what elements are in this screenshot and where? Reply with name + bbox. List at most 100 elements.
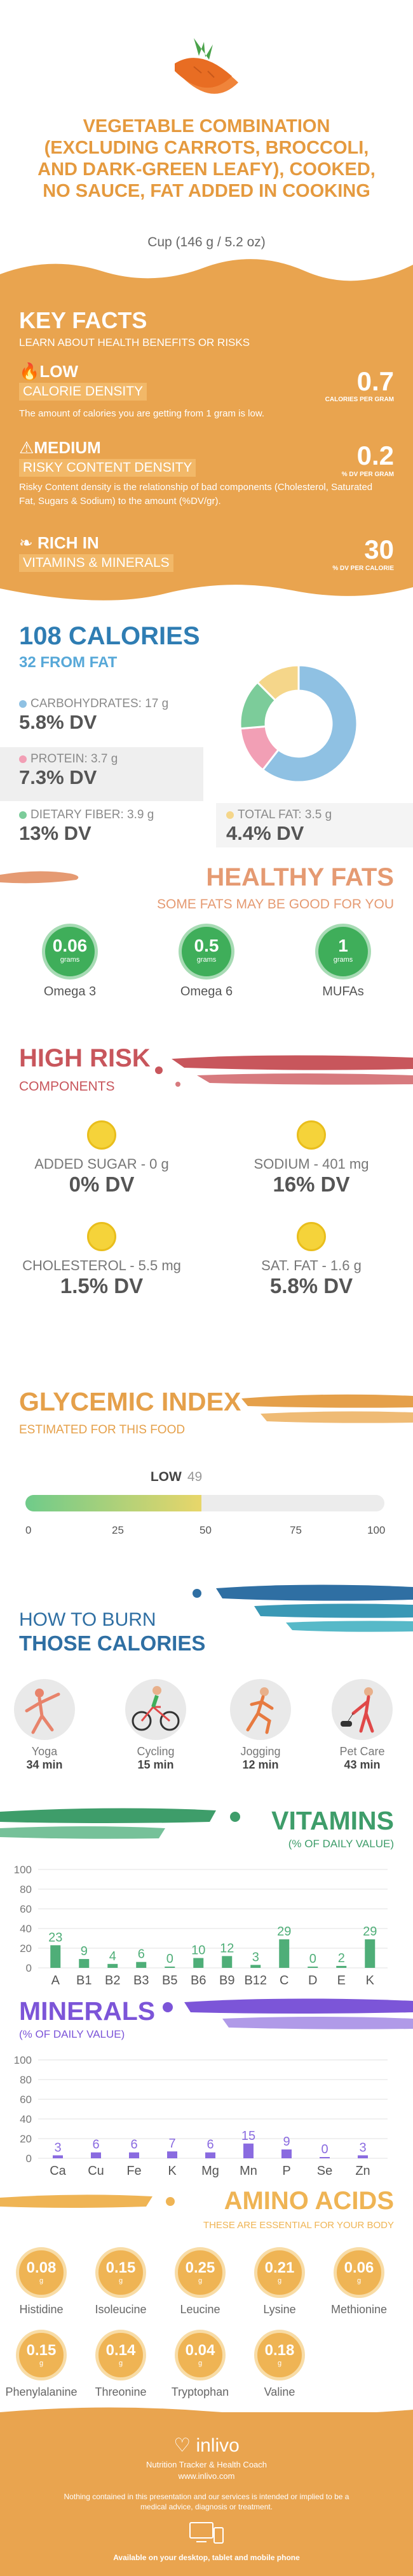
vitamin-category-label: B2 <box>105 1974 120 1988</box>
smiley-icon <box>297 1120 326 1150</box>
key-fact-band: CALORIE DENSITY <box>19 383 147 401</box>
activity-minutes: 15 min <box>137 1758 174 1771</box>
key-facts-section: KEY FACTS LEARN ABOUT HEALTH BENEFITS OR… <box>0 255 413 581</box>
risk-item-sodium: SODIUM - 401 mg 16% DV <box>216 1120 407 1197</box>
high-risk-title: HIGH RISK <box>19 1044 151 1072</box>
amino-circle: 0.08 g <box>16 2247 67 2298</box>
glycemic-value: 49 <box>187 1470 203 1484</box>
macro-dv: 13% DV <box>19 822 91 844</box>
healthy-fats-section: HEALTHY FATS SOME FATS MAY BE GOOD FOR Y… <box>0 847 413 1028</box>
mineral-y-tick: 20 <box>20 2133 32 2145</box>
high-risk-section: HIGH RISK COMPONENTS ADDED SUGAR - 0 g 0… <box>0 1028 413 1374</box>
pet-care-icon <box>332 1679 393 1740</box>
vitamin-category-label: A <box>51 1974 60 1988</box>
smiley-icon <box>87 1120 116 1150</box>
amino-name: Leucine <box>180 2303 220 2316</box>
key-fact-vitamins-minerals: ❧ RICH IN VITAMINS & MINERALS <box>19 533 173 572</box>
key-fact-level: RICH IN <box>37 533 99 552</box>
key-fact-band: RISKY CONTENT DENSITY <box>19 459 196 477</box>
activity-cycling: Cycling 15 min <box>111 1679 200 1772</box>
activity-pet-care: Pet Care 43 min <box>318 1679 407 1772</box>
vitamin-value-label: 29 <box>363 1925 377 1939</box>
vitamin-category-label: D <box>308 1974 317 1988</box>
footer-url[interactable]: www.inlivo.com <box>178 2471 235 2481</box>
vitamins-section: VITAMINS (% OF DAILY VALUE) 0 20 40 60 80 100… <box>0 1803 413 1993</box>
amino-circle: 0.15 g <box>95 2247 146 2298</box>
mineral-value-label: 9 <box>283 2135 290 2149</box>
brush-stroke-decoration <box>163 1998 413 2029</box>
mineral-value-label: 15 <box>241 2129 255 2143</box>
amino-unit: g <box>277 2360 282 2367</box>
macro-fat: TOTAL FAT: 3.5 g 4.4% DV <box>216 803 413 847</box>
macro-donut-chart <box>239 664 358 783</box>
vitamin-bar-C <box>279 1939 290 1968</box>
mineral-category-label: Zn <box>355 2164 370 2178</box>
brush-stroke-decoration <box>0 1808 240 1839</box>
amino-name: Phenylalanine <box>5 2386 78 2398</box>
amino-value: 0.14 <box>105 2342 136 2359</box>
activity-minutes: 34 min <box>26 1758 63 1771</box>
vitamin-value-label: 29 <box>277 1925 291 1939</box>
minerals-bar-chart: 0 20 40 60 80 100 3 Ca 6 Cu 6 Fe 7 K 6 Mg 15 Mn 9 P 0 Se 3 Zn <box>14 2054 388 2178</box>
mineral-value-label: 6 <box>92 2138 99 2152</box>
amino-unit: g <box>39 2360 44 2367</box>
vitamin-category-label: B1 <box>76 1974 91 1988</box>
macro-label: TOTAL FAT: 3.5 g <box>238 808 332 821</box>
mineral-y-tick: 80 <box>20 2074 32 2086</box>
fat-circle: 0.5 grams <box>179 924 234 979</box>
brush-stroke-decoration <box>155 1055 413 1087</box>
vitamin-bar-B1 <box>79 1959 90 1968</box>
amino-name: Valine <box>264 2386 295 2398</box>
mineral-category-label: K <box>168 2164 177 2178</box>
devices-icon <box>189 2522 224 2544</box>
key-fact-value: 0.2 <box>356 441 394 470</box>
amino-acids-title: AMINO ACIDS <box>224 2187 394 2215</box>
brush-stroke-decoration <box>193 1584 413 1632</box>
glycemic-tick: 25 <box>112 1524 124 1536</box>
amino-circle: 0.04 g <box>175 2330 226 2380</box>
amino-value: 0.08 <box>26 2259 57 2276</box>
mineral-bar-Mg <box>205 2152 215 2158</box>
amino-name: Lysine <box>263 2303 296 2316</box>
donut-slice-fat <box>256 664 300 702</box>
minerals-section: MINERALS (% OF DAILY VALUE) 0 20 40 60 80 100… <box>0 1993 413 2184</box>
amino-acids-section: AMINO ACIDS THESE ARE ESSENTIAL FOR YOUR… <box>0 2184 413 2412</box>
risk-dv: 0% DV <box>69 1172 135 1196</box>
glycemic-tick: 50 <box>200 1524 212 1536</box>
cycling-icon <box>125 1679 186 1740</box>
mineral-value-label: 3 <box>359 2141 366 2154</box>
risk-label: SAT. FAT - 1.6 g <box>261 1258 362 1273</box>
vitamin-bar-B6 <box>193 1958 204 1968</box>
mineral-value-label: 0 <box>321 2142 328 2156</box>
fat-unit: grams <box>196 956 217 964</box>
vitamin-y-tick: 80 <box>20 1883 32 1895</box>
fire-icon: 🔥 <box>19 362 40 381</box>
amino-value: 0.25 <box>185 2259 215 2276</box>
fat-item-omega6: 0.5 grams Omega 6 <box>162 924 251 999</box>
amino-item: 0.08 g Histidine <box>0 2247 86 2316</box>
amino-name: Histidine <box>19 2303 64 2316</box>
smiley-icon <box>87 1222 116 1251</box>
amino-circle: 0.06 g <box>334 2247 384 2298</box>
amino-circle: 0.21 g <box>254 2247 305 2298</box>
amino-value: 0.21 <box>264 2259 295 2276</box>
amino-value: 0.15 <box>105 2259 136 2276</box>
key-fact-unit: % DV PER GRAM <box>341 471 394 478</box>
vitamin-y-tick: 100 <box>14 1864 32 1876</box>
mineral-bar-P <box>281 2149 292 2158</box>
amino-unit: g <box>39 2277 44 2285</box>
footer-logo[interactable]: ♡ inlivo <box>0 2434 413 2457</box>
fat-value: 1 <box>338 936 348 955</box>
vitamin-bar-B5 <box>165 1967 175 1968</box>
glycemic-bar-fill <box>25 1495 201 1511</box>
mineral-y-tick: 0 <box>26 2153 32 2165</box>
mineral-value-label: 6 <box>207 2138 213 2152</box>
healthy-fats-subtitle: SOME FATS MAY BE GOOD FOR YOU <box>156 897 394 912</box>
activity-name: Yoga <box>31 1745 58 1758</box>
vitamins-title: VITAMINS <box>271 1806 394 1835</box>
glycemic-level: LOW <box>150 1470 182 1484</box>
calories-section: 108 CALORIES 32 FROM FAT CARBOHYDRATES: … <box>0 581 413 847</box>
fiber-dot-icon <box>19 811 27 819</box>
fat-value: 0.06 <box>52 936 88 955</box>
vitamin-bar-A <box>50 1945 61 1968</box>
